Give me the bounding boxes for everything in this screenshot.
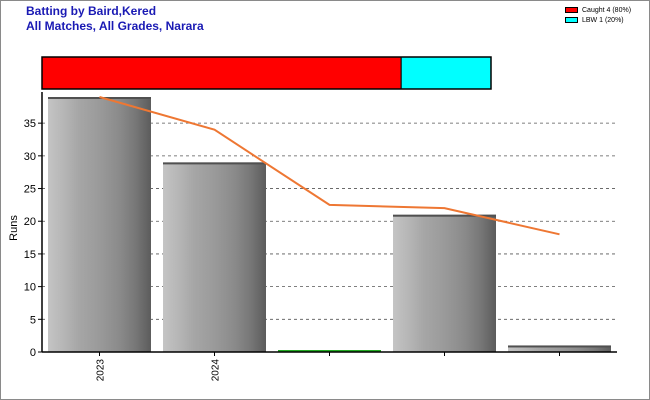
legend-label-caught: Caught 4 (80%) [582,6,632,14]
dismissal-bar-border [41,56,492,90]
bar-top-4 [508,345,611,348]
chart-title: Batting by Baird,Kered [26,4,157,18]
bars [48,97,611,352]
bar-3 [393,214,496,352]
trend-polyline [99,96,560,236]
y-axis-label: Runs [8,215,20,241]
chart-subtitle: All Matches, All Grades, Narara [26,19,204,33]
legend-swatch-lbw [565,17,578,23]
y-tick-label-35: 35 [24,118,36,130]
legend-item-lbw: LBW 1 (20%) [565,15,631,25]
trend-line [99,96,560,236]
bar-2 [278,350,381,352]
y-tick-label-20: 20 [24,216,36,228]
y-tick-label-5: 5 [30,314,36,326]
x-tick-label-2023: 2023 [96,359,107,382]
legend-item-caught: Caught 4 (80%) [565,5,631,15]
bar-top-3 [393,214,496,217]
legend-swatch-caught [565,7,578,13]
legend: Caught 4 (80%) LBW 1 (20%) [565,5,631,25]
dismissal-bar [41,56,492,90]
y-tick-label-30: 30 [24,151,36,163]
dismissal-segment-caught [41,56,402,90]
legend-label-lbw: LBW 1 (20%) [582,16,624,24]
bar-1 [163,162,266,352]
dismissal-segment-lbw [400,56,492,90]
y-tick-label-0: 0 [30,347,36,359]
x-tick-label-2024: 2024 [211,359,222,382]
bar-0 [48,97,151,352]
y-tick-label-15: 15 [24,249,36,261]
bar-4 [508,345,611,352]
y-tick-label-10: 10 [24,282,36,294]
bar-top-1 [163,162,266,165]
y-tick-label-25: 25 [24,184,36,196]
x-ticks: 2023 2024 [96,352,560,381]
y-ticks: 0 5 10 15 20 25 30 35 [24,118,42,359]
